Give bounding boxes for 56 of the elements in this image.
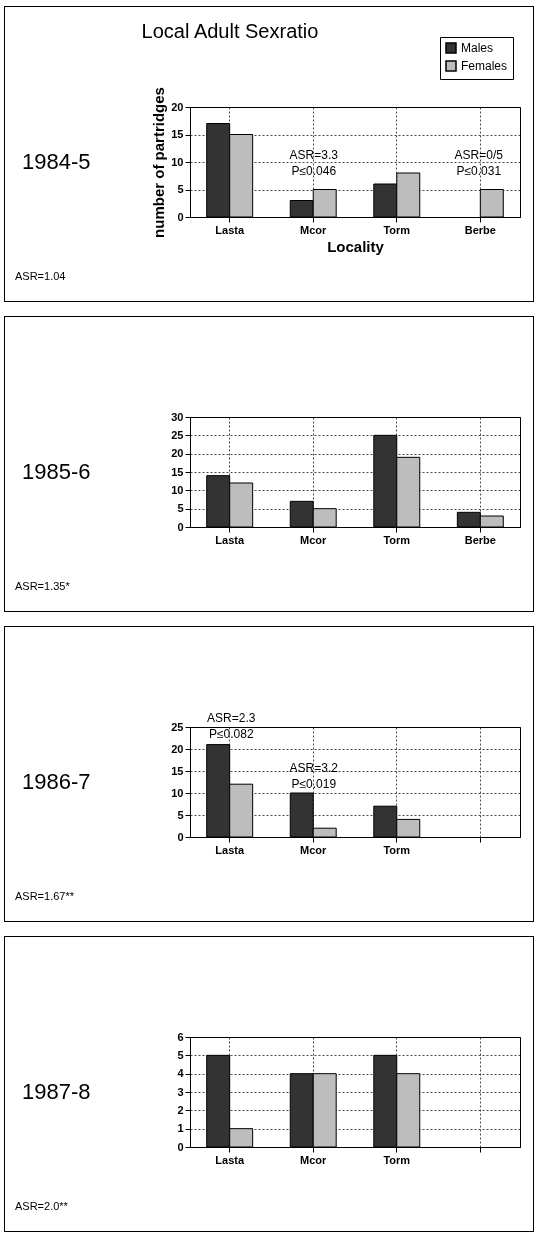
- y-tick-label: 15: [171, 128, 184, 140]
- y-axis-title: number of partridges: [150, 87, 168, 238]
- y-tick-label: 0: [177, 830, 184, 843]
- x-tick-label: Torm: [383, 1153, 411, 1166]
- x-tick-label: Torm: [383, 843, 411, 856]
- y-tick-label: 0: [177, 1140, 184, 1153]
- y-tick-label: 2: [177, 1103, 184, 1116]
- legend-label: Males: [461, 41, 494, 55]
- y-tick-label: 15: [171, 764, 184, 777]
- legend-label: Females: [461, 59, 508, 73]
- y-tick-label: 25: [171, 428, 184, 441]
- x-tick-label: Mcor: [300, 533, 328, 546]
- text: 1986-7: [22, 769, 91, 794]
- y-tick-label: 20: [171, 100, 184, 113]
- x-tick-label: Mcor: [300, 1153, 328, 1166]
- text: ASR=1.04: [15, 270, 66, 282]
- text: ASR=1.35*: [15, 580, 71, 592]
- annotation: ASR=0/5 P≤0.031: [454, 148, 504, 178]
- y-tick-label: 4: [177, 1067, 185, 1080]
- x-axis-title: Locality: [327, 237, 385, 255]
- y-tick-label: 10: [171, 786, 184, 799]
- text: 1984-5: [22, 149, 91, 174]
- x-tick-label: Lasta: [215, 843, 245, 856]
- y-tick-label: 3: [177, 1085, 184, 1098]
- text: 1985-6: [22, 459, 91, 484]
- y-tick-label: 25: [171, 720, 184, 733]
- annotation: ASR=3.2 P≤0.019: [289, 761, 339, 792]
- y-tick-label: 10: [171, 483, 184, 496]
- y-tick-label: 5: [177, 183, 184, 195]
- y-tick-label: 6: [177, 1030, 184, 1043]
- annotation: ASR=3.3 P≤0.046: [289, 148, 339, 178]
- x-tick-label: Lasta: [215, 533, 245, 546]
- y-tick-label: 20: [171, 447, 184, 460]
- y-tick-label: 30: [171, 410, 184, 423]
- x-tick-label: Lasta: [215, 1153, 245, 1166]
- chart-title: Local Adult Sexratio: [141, 20, 319, 42]
- y-tick-label: 5: [177, 502, 184, 515]
- text: 1987-8: [22, 1079, 91, 1104]
- annotation: ASR=2.3 P≤0.082: [207, 710, 256, 741]
- y-tick-label: 5: [177, 808, 184, 821]
- y-tick-label: 5: [177, 1048, 184, 1061]
- x-tick-label: Berbe: [464, 223, 496, 236]
- y-tick-label: 1: [177, 1122, 184, 1135]
- x-tick-label: Torm: [383, 223, 411, 236]
- y-tick-label: 0: [177, 210, 184, 223]
- x-tick-label: Mcor: [300, 843, 328, 856]
- x-tick-label: Mcor: [300, 223, 328, 236]
- y-tick-label: 0: [177, 520, 184, 533]
- text: ASR=2.0**: [15, 1200, 69, 1212]
- x-tick-label: Berbe: [464, 533, 496, 546]
- y-tick-label: 20: [171, 742, 184, 755]
- x-tick-label: Lasta: [215, 223, 245, 236]
- x-tick-label: Torm: [383, 533, 411, 546]
- y-tick-label: 10: [171, 155, 184, 168]
- y-tick-label: 15: [171, 465, 184, 478]
- text: ASR=1.67**: [15, 890, 75, 902]
